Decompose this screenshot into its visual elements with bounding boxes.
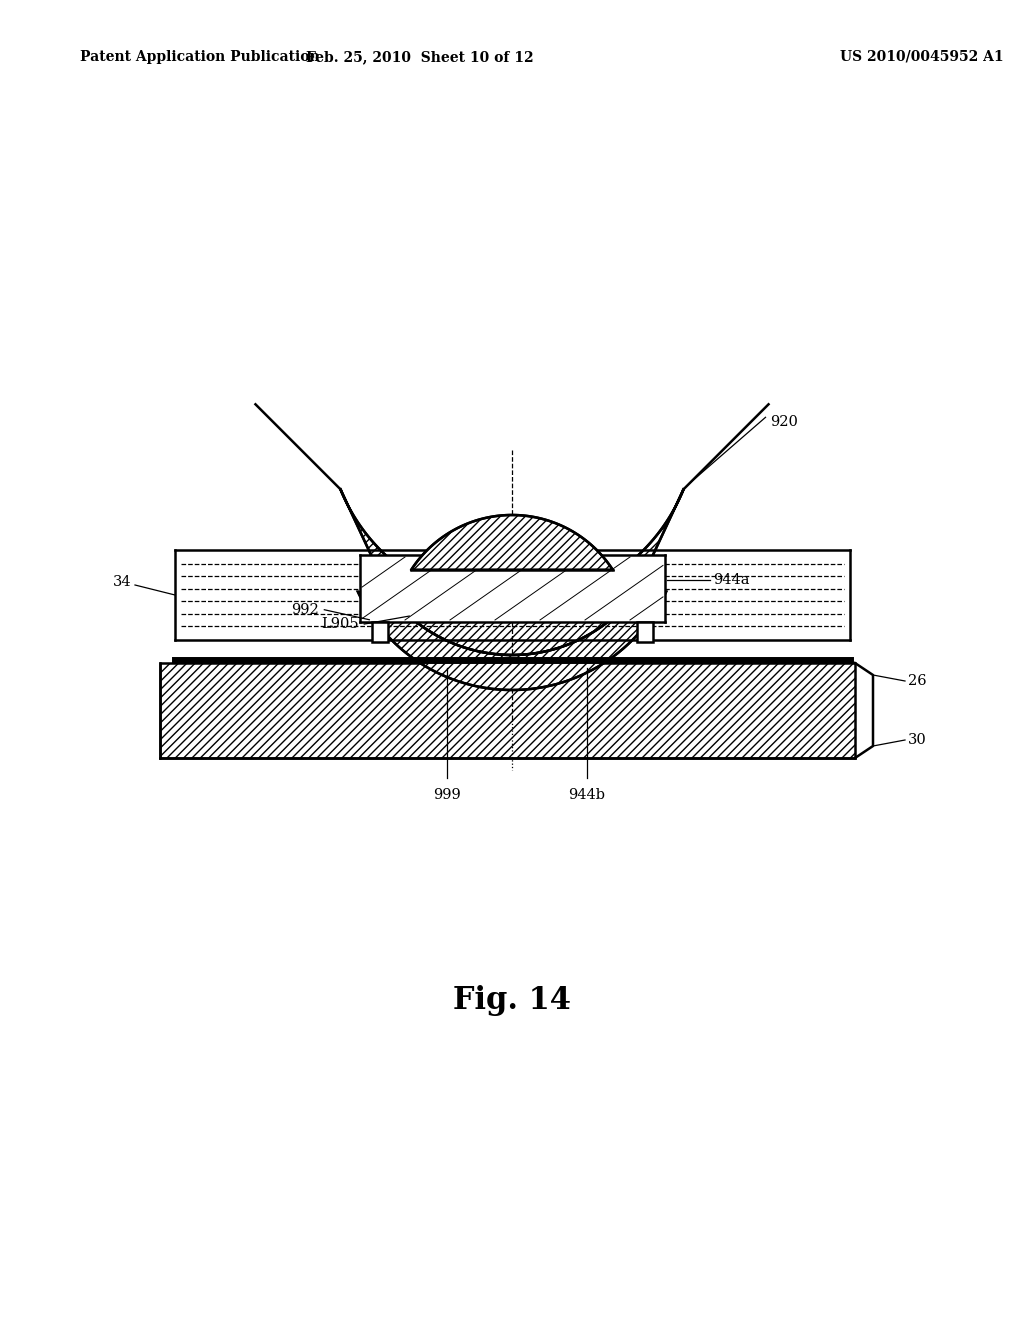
Bar [372, 622, 388, 642]
Text: 999: 999 [433, 788, 461, 803]
Text: 944b: 944b [568, 788, 605, 803]
Text: 944a: 944a [713, 573, 750, 587]
Text: 920: 920 [770, 416, 799, 429]
Polygon shape [160, 663, 855, 758]
Text: 26: 26 [908, 675, 927, 688]
Text: Feb. 25, 2010  Sheet 10 of 12: Feb. 25, 2010 Sheet 10 of 12 [306, 50, 534, 63]
Polygon shape [340, 490, 684, 655]
Polygon shape [358, 591, 666, 690]
Text: L905: L905 [322, 616, 359, 631]
Polygon shape [412, 515, 612, 570]
Text: Patent Application Publication: Patent Application Publication [80, 50, 319, 63]
Bar [637, 622, 653, 642]
Text: 34: 34 [113, 576, 131, 589]
Polygon shape [360, 554, 665, 622]
Text: 30: 30 [908, 733, 927, 747]
Text: 992: 992 [292, 603, 319, 616]
Text: US 2010/0045952 A1: US 2010/0045952 A1 [840, 50, 1004, 63]
Polygon shape [175, 550, 850, 640]
Text: Fig. 14: Fig. 14 [453, 985, 571, 1015]
